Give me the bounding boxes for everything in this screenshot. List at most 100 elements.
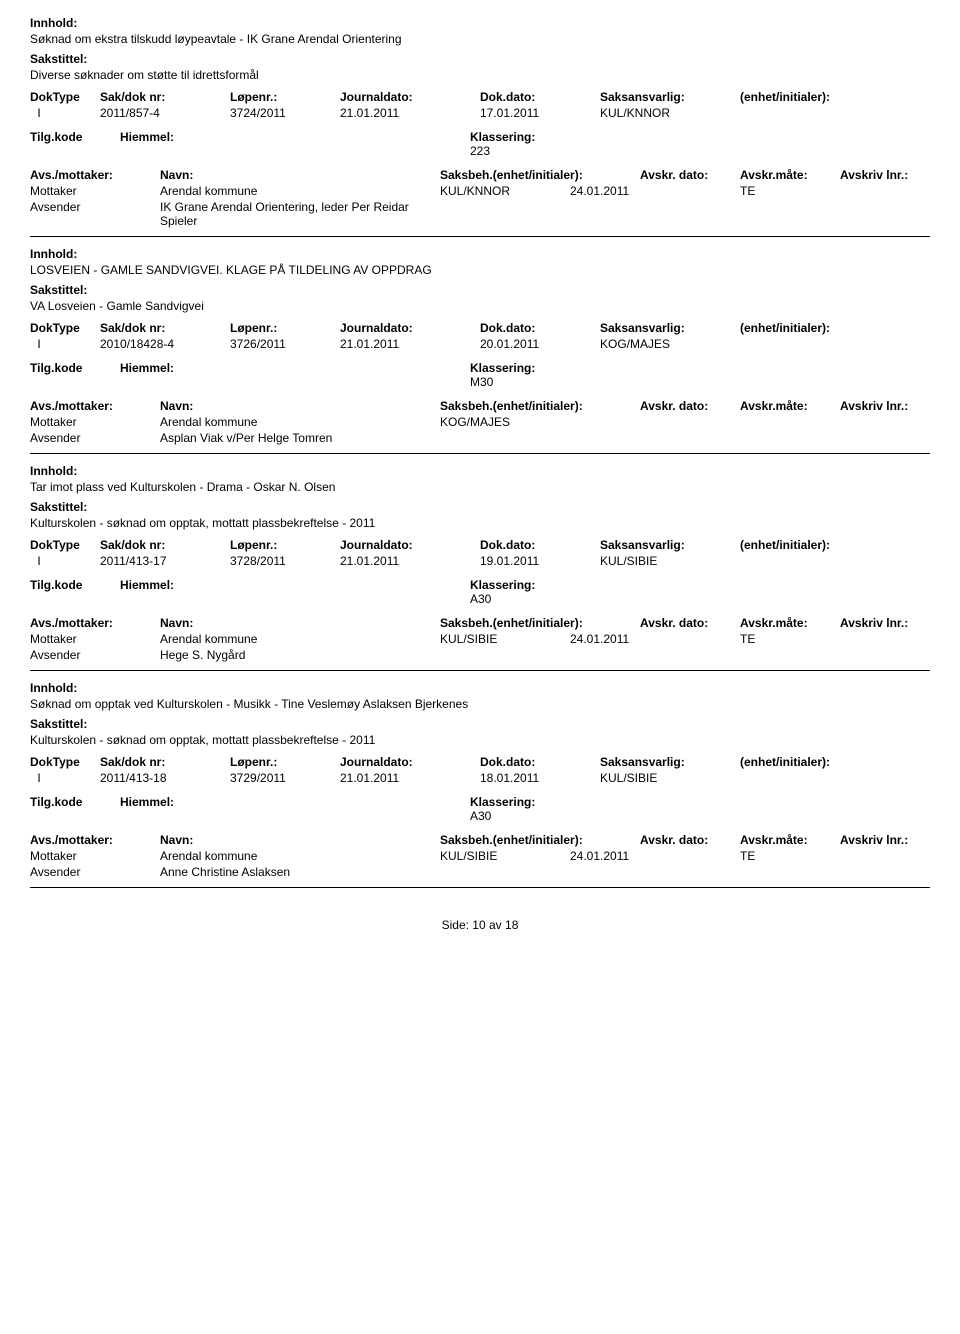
innhold-text: LOSVEIEN - GAMLE SANDVIGVEI. KLAGE PÅ TI…: [30, 263, 930, 277]
records-container: Innhold: Søknad om ekstra tilskudd løypea…: [30, 16, 930, 888]
meta-header-cell: (enhet/initialer):: [740, 321, 930, 335]
meta-value-cell: 21.01.2011: [340, 554, 480, 568]
innhold-label: Innhold:: [30, 247, 930, 261]
party-header-cell: Avskr.måte:: [740, 168, 840, 182]
meta-header-cell: Saksansvarlig:: [600, 538, 740, 552]
klassering-value: A30: [470, 592, 930, 606]
party-avskr-mate: TE: [740, 184, 820, 198]
meta-header-cell: Sak/dok nr:: [100, 90, 230, 104]
access-value-row: 223: [30, 144, 930, 158]
access-header-row: Tilg.kodeHiemmel:Klassering:: [30, 130, 930, 144]
meta-header-cell: DokType: [30, 321, 100, 335]
meta-value-row: I2010/18428-43726/201121.01.201120.01.20…: [30, 337, 930, 351]
party-header-cell: Saksbeh.(enhet/initialer):: [440, 616, 640, 630]
meta-header-row: DokTypeSak/dok nr:Løpenr.:Journaldato:Do…: [30, 538, 930, 552]
party-header-cell: Avs./mottaker:: [30, 399, 160, 413]
tilgkode-label: Tilg.kode: [30, 130, 120, 144]
footer-prefix: Side:: [442, 918, 469, 932]
innhold-label: Innhold:: [30, 16, 930, 30]
party-saksbeh: KOG/MAJES: [440, 415, 570, 429]
party-role: Avsender: [30, 200, 160, 214]
party-header-cell: Saksbeh.(enhet/initialer):: [440, 833, 640, 847]
access-header-row: Tilg.kodeHiemmel:Klassering:: [30, 578, 930, 592]
meta-value-row: I2011/857-43724/201121.01.201117.01.2011…: [30, 106, 930, 120]
party-role: Avsender: [30, 648, 160, 662]
meta-header-cell: (enhet/initialer):: [740, 538, 930, 552]
meta-header-cell: (enhet/initialer):: [740, 90, 930, 104]
access-header-row: Tilg.kodeHiemmel:Klassering:: [30, 361, 930, 375]
record-separator: [30, 670, 930, 671]
klassering-value: A30: [470, 809, 930, 823]
meta-value-cell: 18.01.2011: [480, 771, 600, 785]
sakstittel-label: Sakstittel:: [30, 52, 930, 66]
party-name: Arendal kommune: [160, 632, 440, 646]
meta-header-cell: Sak/dok nr:: [100, 321, 230, 335]
meta-header-row: DokTypeSak/dok nr:Løpenr.:Journaldato:Do…: [30, 90, 930, 104]
meta-value-cell: 20.01.2011: [480, 337, 600, 351]
meta-value-cell: 2011/413-17: [100, 554, 230, 568]
party-header-cell: Navn:: [160, 168, 440, 182]
innhold-text: Søknad om ekstra tilskudd løypeavtale - …: [30, 32, 930, 46]
meta-value-cell: 3724/2011: [230, 106, 340, 120]
meta-header-cell: DokType: [30, 538, 100, 552]
footer-sep: av: [489, 918, 502, 932]
klassering-value: M30: [470, 375, 930, 389]
tilgkode-label: Tilg.kode: [30, 361, 120, 375]
party-avskr-dato: 24.01.2011: [570, 849, 740, 863]
record-separator: [30, 453, 930, 454]
party-header-cell: Avskr.måte:: [740, 833, 840, 847]
doktype-value: I: [30, 106, 48, 120]
footer-total: 18: [505, 918, 518, 932]
meta-header-cell: Journaldato:: [340, 321, 480, 335]
party-header-row: Avs./mottaker:Navn:Saksbeh.(enhet/initia…: [30, 833, 930, 847]
party-header-cell: Navn:: [160, 399, 440, 413]
party-header-cell: Avskriv lnr.:: [840, 399, 930, 413]
party-header-cell: Avskriv lnr.:: [840, 616, 930, 630]
party-header-row: Avs./mottaker:Navn:Saksbeh.(enhet/initia…: [30, 399, 930, 413]
innhold-text: Søknad om opptak ved Kulturskolen - Musi…: [30, 697, 930, 711]
meta-header-cell: Saksansvarlig:: [600, 90, 740, 104]
party-header-cell: Navn:: [160, 833, 440, 847]
hjemmel-label: Hiemmel:: [120, 361, 470, 375]
klassering-label: Klassering:: [470, 578, 930, 592]
party-header-cell: Avskr. dato:: [640, 168, 740, 182]
klassering-value: 223: [470, 144, 930, 158]
party-saksbeh: KUL/SIBIE: [440, 849, 570, 863]
meta-value-cell: 3729/2011: [230, 771, 340, 785]
party-role: Avsender: [30, 865, 160, 879]
party-role: Mottaker: [30, 632, 160, 646]
page-footer: Side: 10 av 18: [30, 918, 930, 932]
party-header-cell: Avskr.måte:: [740, 399, 840, 413]
party-header-cell: Avskr.måte:: [740, 616, 840, 630]
meta-header-cell: Løpenr.:: [230, 321, 340, 335]
party-row: MottakerArendal kommuneKOG/MAJES: [30, 415, 930, 429]
record-separator: [30, 887, 930, 888]
meta-header-cell: Løpenr.:: [230, 90, 340, 104]
party-header-cell: Saksbeh.(enhet/initialer):: [440, 399, 640, 413]
meta-header-cell: Journaldato:: [340, 538, 480, 552]
record-separator: [30, 236, 930, 237]
party-name: Hege S. Nygård: [160, 648, 440, 662]
party-header-cell: Avskr. dato:: [640, 399, 740, 413]
meta-header-cell: Løpenr.:: [230, 538, 340, 552]
meta-value-cell: KUL/SIBIE: [600, 771, 740, 785]
meta-value-cell: KUL/SIBIE: [600, 554, 740, 568]
doktype-value: I: [30, 337, 48, 351]
meta-header-cell: Dok.dato:: [480, 755, 600, 769]
meta-value-cell: 2011/413-18: [100, 771, 230, 785]
meta-header-cell: Journaldato:: [340, 90, 480, 104]
party-header-cell: Navn:: [160, 616, 440, 630]
meta-header-cell: Saksansvarlig:: [600, 321, 740, 335]
meta-value-row: I2011/413-173728/201121.01.201119.01.201…: [30, 554, 930, 568]
access-value-row: A30: [30, 592, 930, 606]
hjemmel-label: Hiemmel:: [120, 795, 470, 809]
footer-current: 10: [472, 918, 485, 932]
sakstittel-text: Kulturskolen - søknad om opptak, mottatt…: [30, 516, 930, 530]
innhold-text: Tar imot plass ved Kulturskolen - Drama …: [30, 480, 930, 494]
klassering-label: Klassering:: [470, 795, 930, 809]
party-header-row: Avs./mottaker:Navn:Saksbeh.(enhet/initia…: [30, 168, 930, 182]
party-saksbeh: KUL/KNNOR: [440, 184, 570, 198]
party-avskr-dato: 24.01.2011: [570, 184, 740, 198]
party-role: Avsender: [30, 431, 160, 445]
party-name: Arendal kommune: [160, 184, 440, 198]
